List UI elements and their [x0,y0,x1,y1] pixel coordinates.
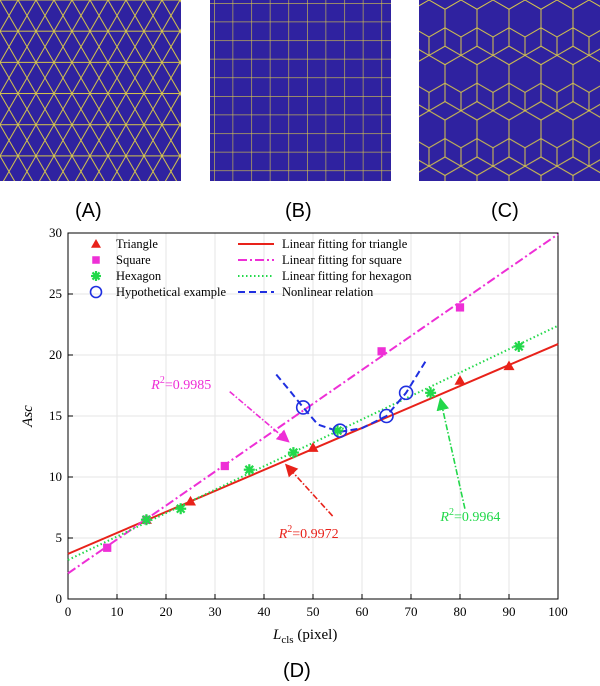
y-tick-label: 10 [49,469,62,484]
legend-label: Hexagon [116,269,162,283]
y-tick-label: 25 [49,286,62,301]
x-tick-label: 0 [65,604,72,619]
x-tick-label: 70 [405,604,418,619]
x-axis-label-sub: cls [281,634,293,646]
tile-hexagon [419,0,600,181]
x-tick-label: 90 [503,604,516,619]
fit-line [67,324,559,561]
hexagon-point-stroke [244,465,254,475]
y-tick-label: 5 [56,530,63,545]
square-point [103,543,112,552]
y-axis-label: Asc [20,405,36,428]
triangle-point [454,375,466,385]
x-tick-label: 20 [160,604,173,619]
annotation-label: R2=0.9964 [439,507,500,525]
hexagon-point [287,447,299,459]
square-tiling [210,0,391,181]
y-tick-label: 0 [56,591,63,606]
legend-label: Nonlinear relation [282,285,374,299]
example-point [379,408,394,424]
legend-label: Linear fitting for triangle [282,237,408,251]
hexagon-point [243,464,255,476]
x-tick-label: 80 [454,604,467,619]
y-tick-label: 30 [49,225,62,240]
hexagon-point-stroke [141,515,152,525]
panel-label-d: (D) [283,660,311,682]
data-points [103,303,525,552]
scatter-chart: 0 10 20 30 40 50 60 70 80 90 100 0 5 10 15 20 25 30 R2=0.… [20,225,568,646]
square-point [377,347,386,356]
annotation-arrow [284,463,334,517]
x-axis-label-main: L [272,627,281,643]
x-tick-label: 50 [307,604,320,619]
legend-label: Linear fitting for hexagon [282,269,412,283]
hexagon-point [91,271,101,281]
square-point [455,303,465,312]
square-point [92,256,100,264]
hexagon-point-stroke [425,388,436,398]
triangle-point [185,495,196,506]
tile-square [210,0,391,181]
legend-label: Triangle [116,237,158,251]
tile-triangle [0,0,181,181]
hexagon-point-stroke [91,271,101,281]
hexagon-point [332,425,343,437]
y-tick-label: 20 [49,347,62,362]
hexagon-point-stroke [176,504,186,514]
axis-ticks: 0 10 20 30 40 50 60 70 80 90 100 0 5 10 15 20 25 30 [49,225,568,619]
annotation-label: R2=0.9972 [278,524,339,542]
hexagon-point-stroke [514,341,524,352]
example-point [89,285,103,299]
panel-label-a: (A) [75,200,102,222]
legend-label: Linear fitting for square [282,253,402,267]
triangle-point [503,360,515,371]
triangle-point [91,239,101,248]
legend: Triangle Square Hexagon Hypothetical exampl… [89,237,412,299]
panel-label-c: (C) [491,200,519,222]
panel-label-b: (B) [285,200,312,222]
annotation-arrow [436,397,466,509]
x-tick-label: 10 [111,604,124,619]
example-point [332,423,348,438]
fit-line [275,360,427,433]
hexagon-point-stroke [332,425,343,436]
annotation-label: R2=0.9985 [150,375,211,393]
y-tick-label: 15 [49,408,62,423]
legend-label: Hypothetical example [116,285,226,299]
annotations: R2=0.9985 R2=0.9972 R2=0.9964 [150,375,500,542]
fit-line [67,233,559,575]
square-point [220,461,229,471]
x-tick-label: 30 [209,604,222,619]
hexagon-point [513,340,525,352]
hexagon-point [140,514,152,526]
triangle-point [307,442,319,452]
hexagon-tiling [419,0,600,181]
x-axis-label-unit: (pixel) [294,627,338,643]
x-tick-label: 100 [548,604,568,619]
hexagon-point [175,503,187,515]
x-tick-label: 40 [258,604,271,619]
example-point [295,400,311,415]
legend-label: Square [116,253,151,267]
hexagon-point-stroke [288,447,299,458]
triangle-tiling [0,0,181,181]
example-point [398,385,414,401]
annotation-arrow [229,390,290,443]
x-axis-label: Lcls (pixel) [272,627,337,646]
x-tick-label: 60 [356,604,369,619]
hexagon-point [425,387,437,399]
